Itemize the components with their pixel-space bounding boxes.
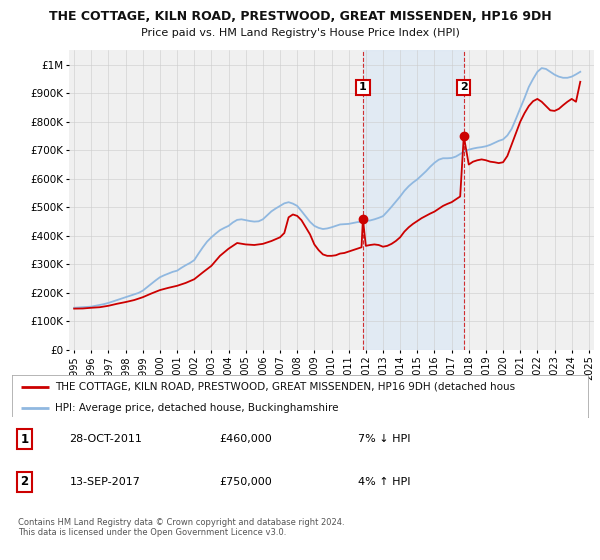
Text: 2: 2 [20,475,29,488]
Text: 1: 1 [359,82,367,92]
Bar [363,50,464,350]
Text: 1: 1 [20,433,29,446]
Text: HPI: Average price, detached house, Buckinghamshire: HPI: Average price, detached house, Buck… [55,403,338,413]
Text: 4% ↑ HPI: 4% ↑ HPI [358,477,410,487]
Text: Price paid vs. HM Land Registry's House Price Index (HPI): Price paid vs. HM Land Registry's House … [140,28,460,38]
Text: 7% ↓ HPI: 7% ↓ HPI [358,435,410,445]
Text: £750,000: £750,000 [220,477,272,487]
Text: 28-OCT-2011: 28-OCT-2011 [70,435,142,445]
Text: £460,000: £460,000 [220,435,272,445]
Text: 13-SEP-2017: 13-SEP-2017 [70,477,140,487]
Text: 2: 2 [460,82,467,92]
Text: THE COTTAGE, KILN ROAD, PRESTWOOD, GREAT MISSENDEN, HP16 9DH: THE COTTAGE, KILN ROAD, PRESTWOOD, GREAT… [49,10,551,23]
Text: Contains HM Land Registry data © Crown copyright and database right 2024.
This d: Contains HM Land Registry data © Crown c… [18,518,344,538]
Text: THE COTTAGE, KILN ROAD, PRESTWOOD, GREAT MISSENDEN, HP16 9DH (detached hous: THE COTTAGE, KILN ROAD, PRESTWOOD, GREAT… [55,382,515,392]
